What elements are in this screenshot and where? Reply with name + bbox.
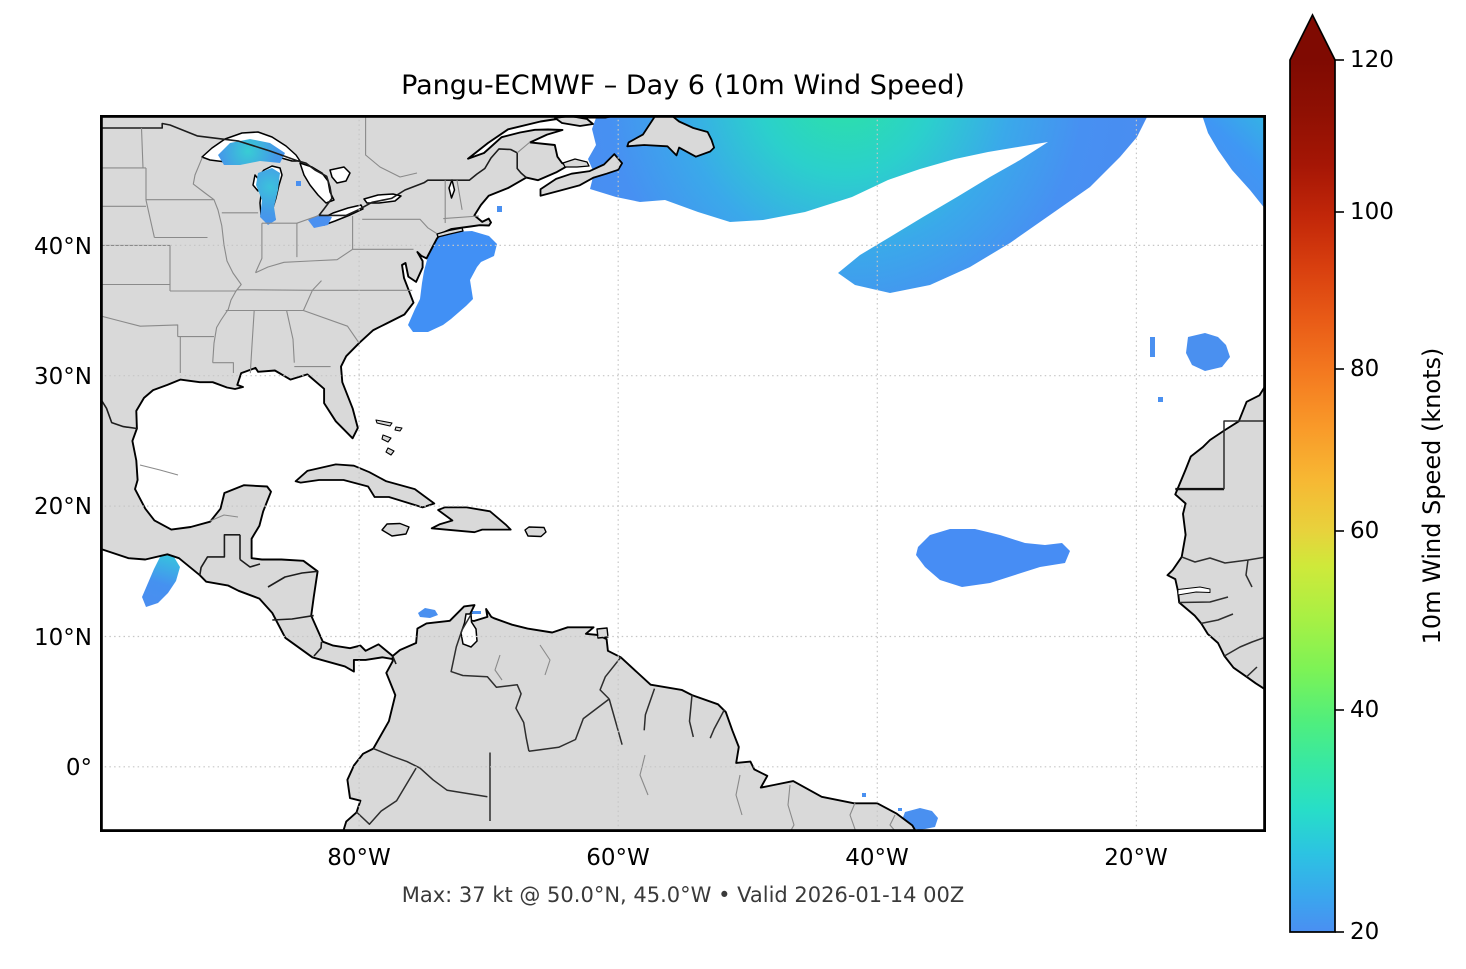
cb-tick-80: 80 — [1350, 356, 1380, 382]
x-tick-80w: 80°W — [327, 845, 391, 871]
colorbar-label: 10m Wind Speed (knots) — [1418, 347, 1446, 645]
colorbar-ticks — [1335, 59, 1344, 933]
y-tick-40n: 40°N — [34, 234, 92, 260]
africa-borders — [1175, 420, 1266, 678]
y-tick-10n: 10°N — [34, 625, 92, 651]
x-tick-40w: 40°W — [845, 845, 909, 871]
cb-tick-120: 120 — [1350, 47, 1394, 73]
colorbar-outline — [1289, 13, 1336, 933]
state-borders — [100, 115, 897, 832]
y-tick-30n: 30°N — [34, 364, 92, 390]
colorbar — [1289, 13, 1344, 933]
south-america-land — [342, 604, 918, 832]
gridlines — [100, 115, 1266, 832]
inland-water — [460, 586, 1211, 648]
sa-country-borders — [355, 612, 726, 825]
wind-shading-ocean — [142, 115, 1266, 830]
cb-tick-40: 40 — [1350, 697, 1380, 723]
map-frame — [100, 115, 1266, 832]
cb-tick-20: 20 — [1350, 919, 1380, 945]
x-tick-20w: 20°W — [1104, 845, 1168, 871]
y-tick-20n: 20°N — [34, 494, 92, 520]
y-tick-0: 0° — [65, 755, 92, 781]
cb-tick-60: 60 — [1350, 518, 1380, 544]
map-canvas — [100, 115, 1266, 832]
max-annotation: Max: 37 kt @ 50.0°N, 45.0°W • Valid 2026… — [401, 883, 965, 907]
country-borders — [100, 122, 527, 665]
islands — [294, 115, 715, 639]
colorbar-arrow — [1290, 15, 1335, 60]
africa-land — [1166, 383, 1266, 691]
cb-tick-100: 100 — [1350, 199, 1394, 225]
chart-title: Pangu-ECMWF – Day 6 (10m Wind Speed) — [401, 70, 965, 101]
x-tick-60w: 60°W — [586, 845, 650, 871]
wind-shading-lakes — [218, 139, 332, 228]
colorbar-gradient — [1290, 60, 1335, 932]
